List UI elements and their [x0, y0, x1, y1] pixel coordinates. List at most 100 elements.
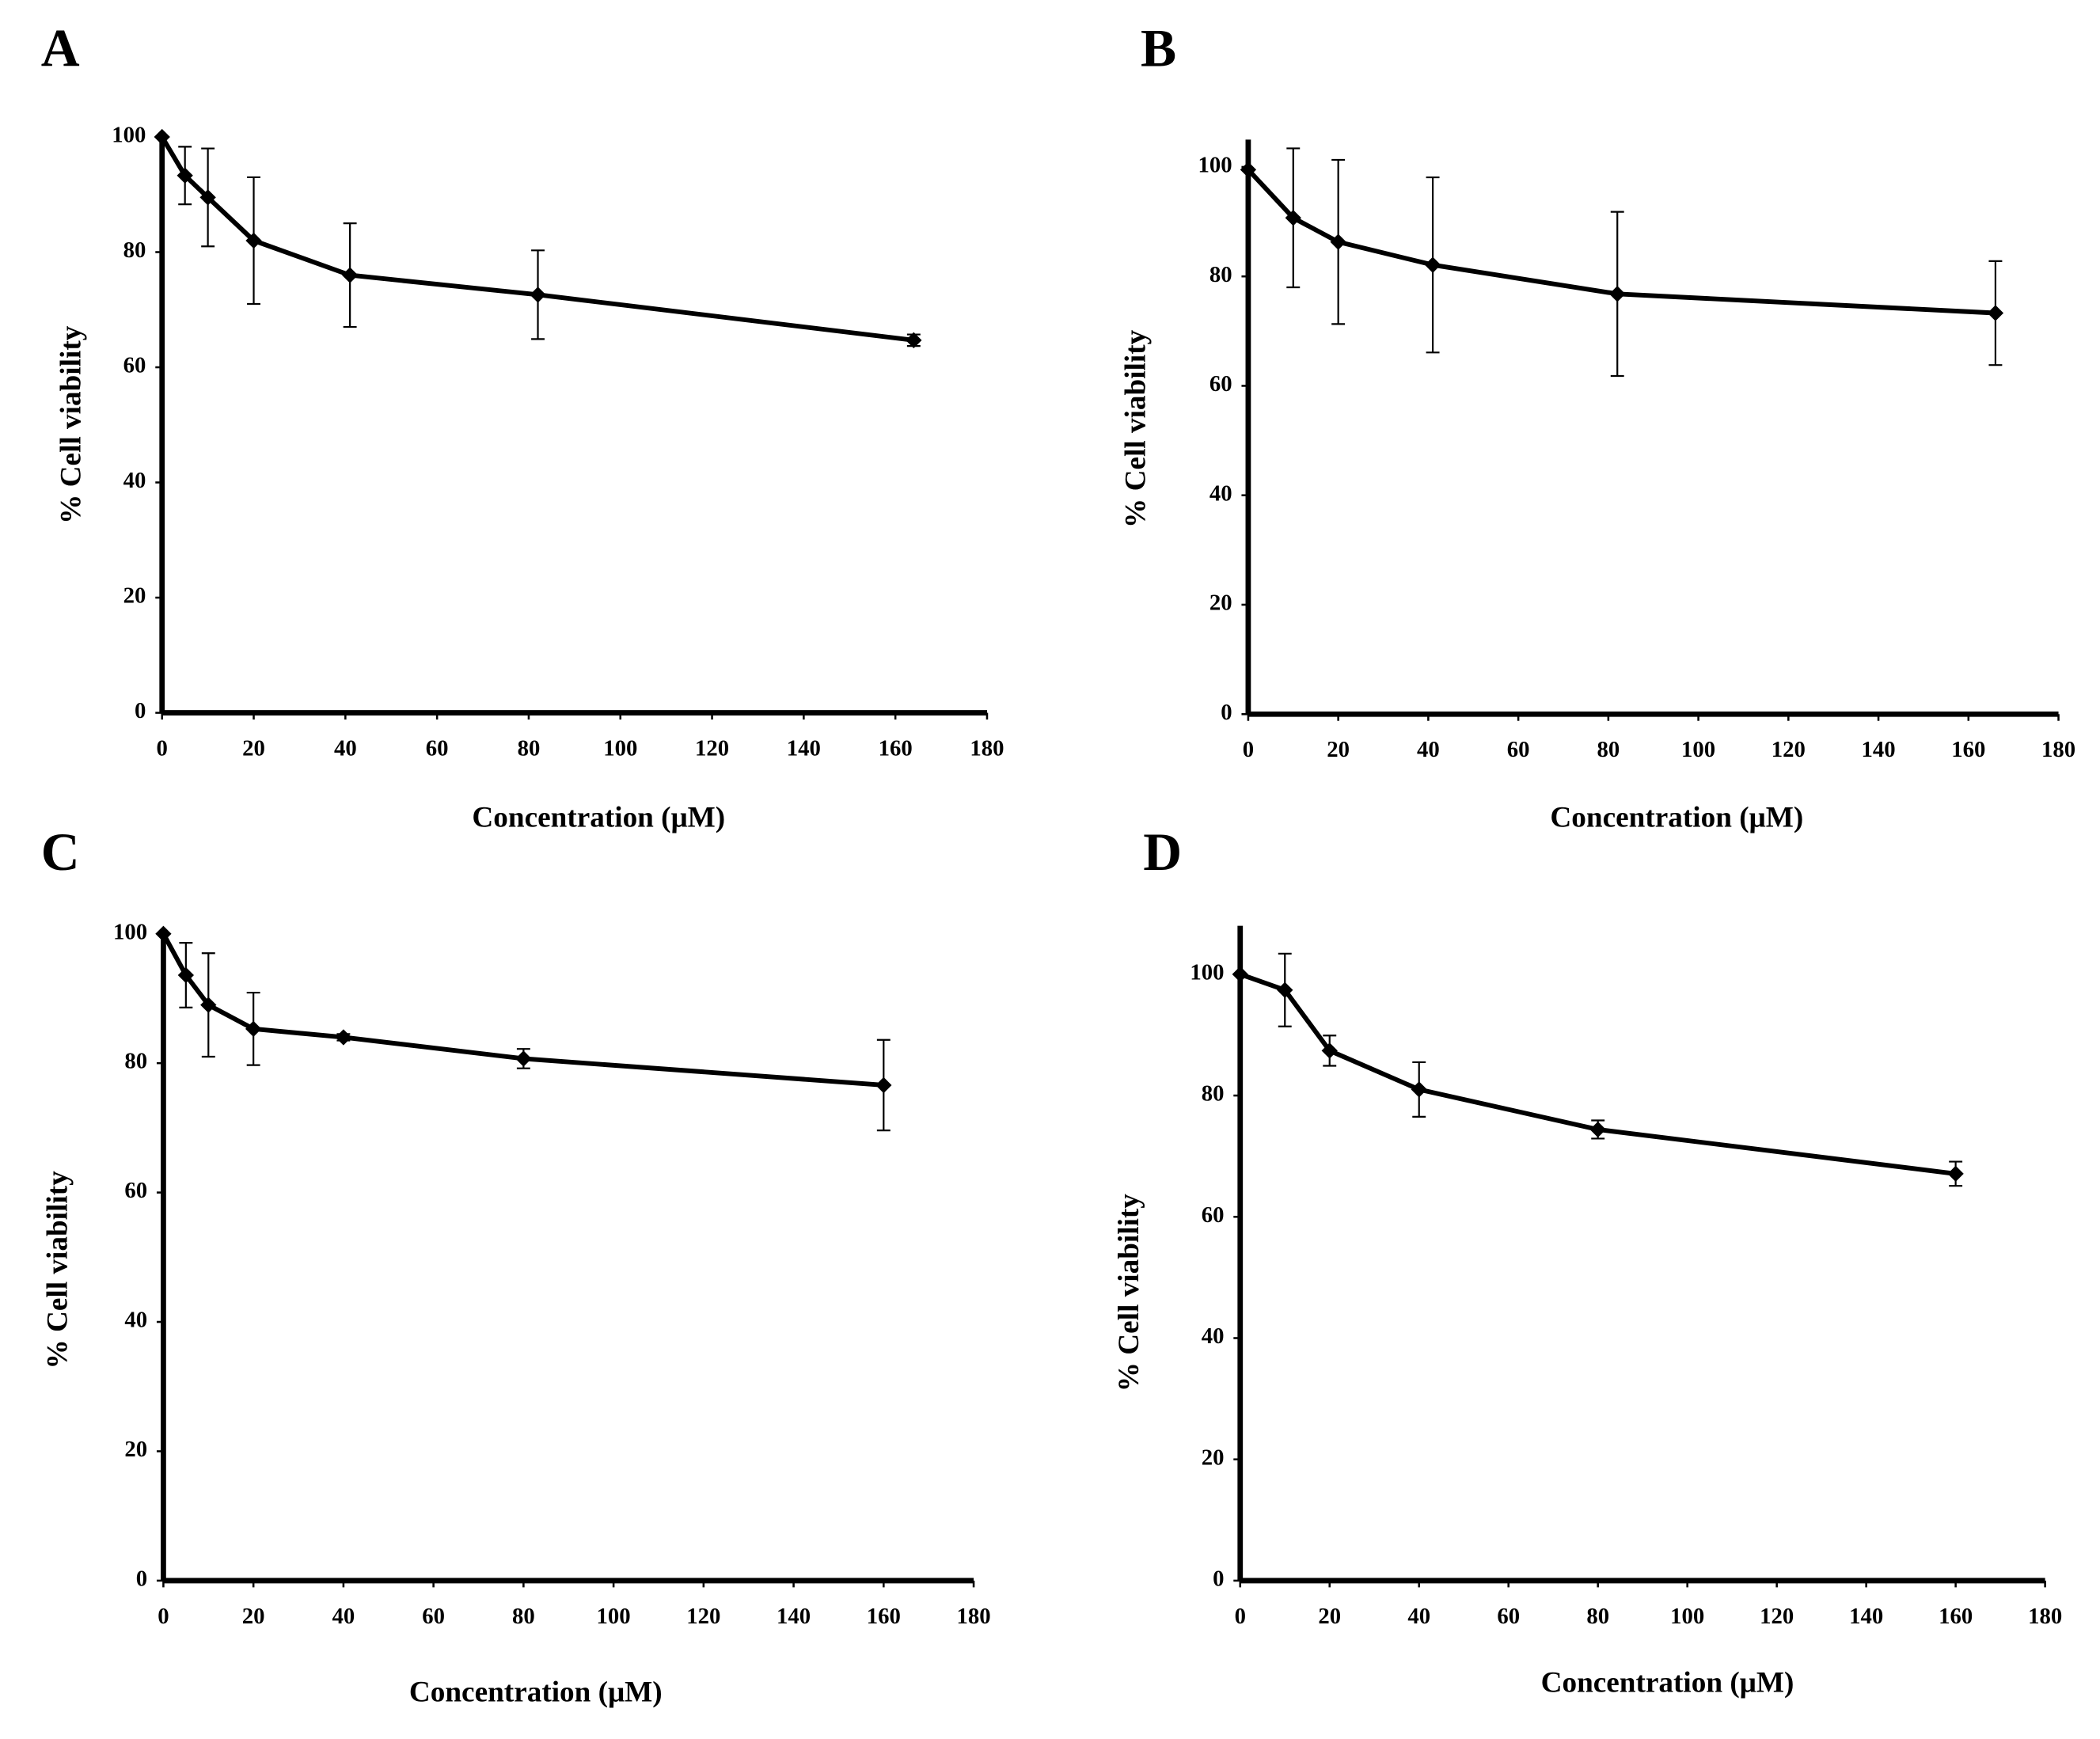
- x-tick-label: 60: [422, 1604, 445, 1629]
- x-tick-label: 160: [867, 1604, 901, 1629]
- panel-label: B: [1141, 19, 1176, 78]
- data-point: [515, 1050, 532, 1067]
- y-tick-label: 20: [1209, 590, 1232, 616]
- data-point: [1987, 305, 2004, 321]
- data-point: [1424, 256, 1441, 273]
- y-tick-label: 20: [1202, 1445, 1225, 1470]
- x-tick-label: 180: [2041, 737, 2075, 762]
- data-point: [1285, 210, 1301, 226]
- y-tick-label: 60: [1209, 371, 1232, 397]
- y-tick-label: 0: [136, 1566, 147, 1592]
- y-tick-label: 100: [112, 123, 146, 148]
- x-tick-label: 60: [426, 736, 449, 761]
- x-tick-label: 0: [158, 1604, 169, 1629]
- x-tick-label: 160: [1951, 737, 1985, 762]
- data-point: [1240, 161, 1257, 178]
- y-tick-label: 100: [1190, 959, 1224, 985]
- x-tick-label: 80: [1586, 1604, 1609, 1629]
- y-axis-title: % Cell viability: [1120, 329, 1153, 528]
- x-tick-label: 140: [1849, 1604, 1883, 1629]
- data-point: [1411, 1081, 1427, 1098]
- x-tick-label: 20: [242, 736, 265, 761]
- y-tick-label: 60: [123, 353, 146, 378]
- x-tick-label: 120: [1772, 737, 1806, 762]
- x-tick-label: 140: [1862, 737, 1896, 762]
- data-point: [335, 1029, 352, 1046]
- data-line: [1246, 168, 1996, 316]
- data-point: [1321, 1042, 1338, 1059]
- y-tick-label: 20: [123, 583, 146, 609]
- x-tick-label: 100: [1670, 1604, 1704, 1629]
- y-tick-label: 40: [123, 468, 146, 493]
- panel-label: A: [41, 19, 80, 78]
- x-tick-label: 120: [695, 736, 729, 761]
- x-tick-label: 0: [1243, 737, 1254, 762]
- data-point: [341, 267, 359, 283]
- y-axis-title: % Cell viability: [55, 325, 88, 524]
- x-tick-label: 80: [518, 736, 541, 761]
- x-tick-label: 40: [334, 736, 357, 761]
- x-tick-label: 60: [1507, 737, 1530, 762]
- x-tick-label: 40: [1407, 1604, 1430, 1629]
- x-tick-label: 40: [1417, 737, 1440, 762]
- x-tick-label: 140: [787, 736, 821, 761]
- x-tick-label: 160: [1939, 1604, 1973, 1629]
- data-point: [1277, 982, 1293, 998]
- data-point: [1330, 234, 1346, 250]
- y-tick-label: 0: [135, 698, 146, 723]
- x-tick-label: 0: [157, 736, 168, 761]
- data-point: [1609, 286, 1626, 302]
- data-point: [530, 287, 546, 303]
- data-point: [245, 232, 262, 249]
- y-tick-label: 80: [124, 1049, 147, 1074]
- data-point: [177, 167, 193, 184]
- x-axis-title: Concentration (μM): [472, 801, 725, 833]
- x-tick-label: 20: [1327, 737, 1350, 762]
- x-tick-label: 60: [1497, 1604, 1520, 1629]
- data-point: [1232, 966, 1248, 983]
- y-axis-title: % Cell viability: [1113, 1194, 1145, 1392]
- y-tick-label: 60: [1202, 1202, 1225, 1228]
- data-point: [245, 1020, 262, 1037]
- y-tick-label: 80: [1209, 262, 1232, 287]
- data-point: [155, 925, 172, 942]
- x-tick-label: 80: [1597, 737, 1620, 762]
- x-tick-label: 160: [879, 736, 913, 761]
- panel-label: C: [41, 822, 80, 882]
- panel-label: D: [1143, 822, 1182, 882]
- x-tick-label: 40: [332, 1604, 355, 1629]
- data-point: [154, 128, 170, 146]
- x-tick-label: 180: [2028, 1604, 2062, 1629]
- x-tick-label: 20: [1318, 1604, 1341, 1629]
- x-axis-title: Concentration (μM): [409, 1676, 663, 1708]
- y-tick-label: 20: [124, 1437, 147, 1462]
- x-tick-label: 20: [242, 1604, 265, 1629]
- x-tick-label: 80: [512, 1604, 535, 1629]
- y-tick-label: 80: [123, 237, 146, 263]
- x-tick-label: 0: [1235, 1604, 1246, 1629]
- data-point: [1947, 1165, 1964, 1183]
- x-tick-label: 100: [603, 736, 637, 761]
- data-point: [199, 189, 216, 206]
- y-tick-label: 0: [1213, 1566, 1224, 1592]
- x-tick-label: 140: [777, 1604, 811, 1629]
- y-tick-label: 100: [1198, 153, 1232, 178]
- data-line: [1239, 972, 1957, 1176]
- y-tick-label: 40: [1209, 480, 1232, 506]
- data-point: [177, 966, 195, 984]
- y-tick-label: 40: [1202, 1323, 1225, 1349]
- data-point: [906, 332, 922, 348]
- data-point: [200, 997, 217, 1013]
- y-axis-title: % Cell viability: [42, 1171, 74, 1369]
- y-tick-label: 80: [1202, 1081, 1225, 1107]
- y-tick-label: 40: [124, 1308, 147, 1333]
- y-tick-label: 100: [113, 919, 147, 944]
- x-tick-label: 180: [970, 736, 1004, 761]
- data-point: [1589, 1121, 1606, 1138]
- data-point: [875, 1076, 892, 1094]
- y-tick-label: 0: [1221, 700, 1232, 725]
- x-tick-label: 120: [1760, 1604, 1794, 1629]
- x-axis-title: Concentration (μM): [1541, 1666, 1794, 1699]
- x-tick-label: 120: [686, 1604, 720, 1629]
